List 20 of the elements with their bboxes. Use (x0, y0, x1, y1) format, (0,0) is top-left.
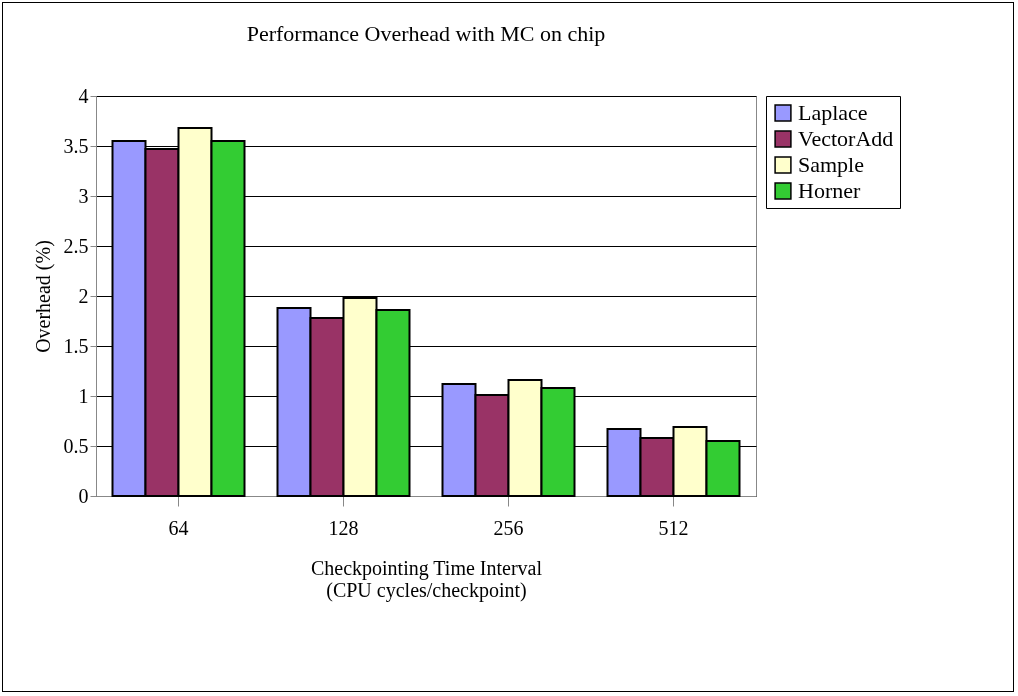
legend-label: Sample (798, 152, 864, 177)
y-tick-label: 3.5 (63, 134, 89, 157)
y-tick-label: 1.5 (63, 334, 89, 357)
y-tick-label: 2.5 (63, 234, 89, 257)
x-axis-title: Checkpointing Time Interval (CPU cycles/checkpoint) (310, 556, 543, 602)
y-axis-title: Overhead (%) (31, 240, 55, 353)
y-tick-label: 3 (78, 184, 89, 207)
y-tick-label: 4 (78, 84, 89, 107)
legend-label: Horner (798, 178, 861, 203)
y-tick-label: 1 (78, 384, 89, 407)
y-tick-label: 2 (78, 284, 89, 307)
x-tick-label: 64 (168, 516, 189, 539)
chart-title: Performance Overhead with MC on chip (246, 21, 606, 46)
legend-label: Laplace (798, 100, 868, 125)
x-tick-label: 128 (328, 516, 359, 539)
x-tick-label: 256 (493, 516, 524, 539)
y-tick-label: 0.5 (63, 434, 89, 457)
x-tick-label: 512 (658, 516, 689, 539)
legend-label: VectorAdd (798, 126, 894, 151)
y-tick-label: 0 (78, 484, 89, 507)
